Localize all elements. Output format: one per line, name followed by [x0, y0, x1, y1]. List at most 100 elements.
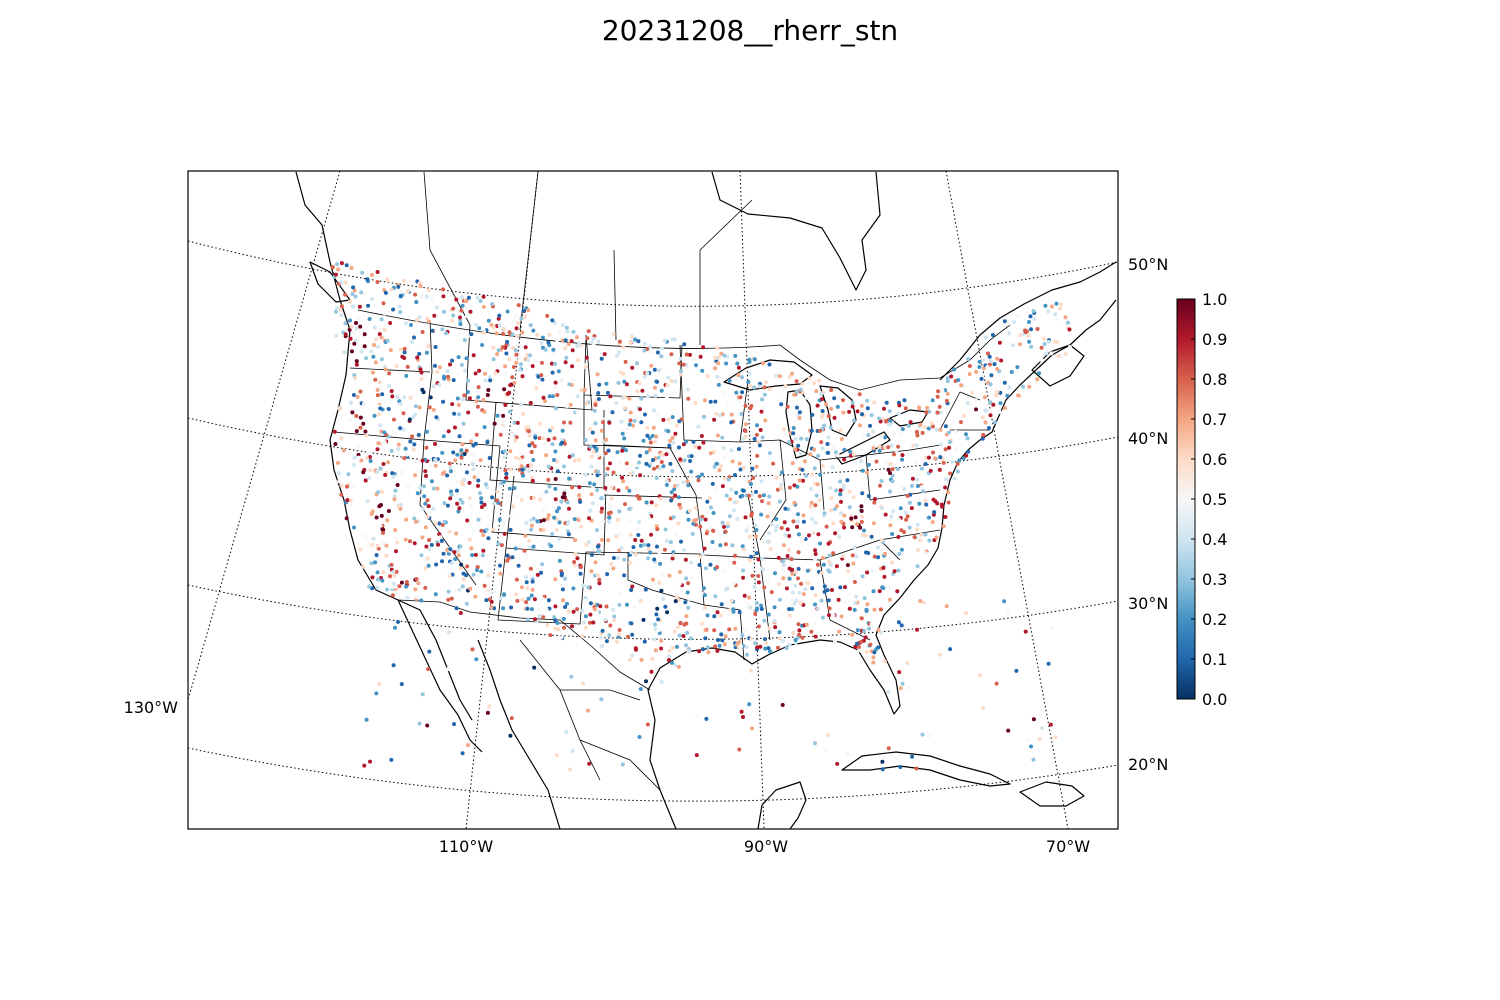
station-point — [633, 646, 638, 651]
station-point — [810, 412, 815, 417]
station-point — [855, 628, 860, 633]
station-point — [659, 638, 664, 643]
station-point — [686, 605, 691, 610]
station-point — [664, 539, 669, 543]
station-point — [589, 552, 594, 557]
station-point — [769, 522, 774, 527]
station-point — [703, 517, 708, 522]
station-point — [441, 434, 446, 439]
station-point — [418, 284, 423, 289]
station-point — [624, 448, 628, 453]
station-point — [832, 415, 837, 420]
station-point — [750, 492, 755, 497]
station-point — [376, 577, 381, 582]
station-point — [448, 496, 453, 501]
station-point — [678, 356, 683, 361]
station-point — [386, 407, 391, 411]
station-point — [871, 521, 876, 526]
station-point — [655, 379, 660, 384]
station-point — [474, 322, 479, 327]
station-point — [866, 494, 871, 498]
station-point — [471, 353, 476, 358]
station-point — [523, 553, 528, 558]
station-point — [628, 410, 633, 415]
station-point — [635, 389, 640, 394]
station-point — [872, 554, 877, 559]
station-point — [465, 390, 470, 394]
station-point — [819, 440, 824, 445]
station-point — [471, 467, 476, 472]
station-point — [908, 420, 913, 425]
station-point — [679, 539, 683, 544]
station-point — [419, 370, 424, 375]
station-point — [759, 603, 764, 608]
station-point — [736, 373, 741, 378]
station-point — [927, 515, 932, 520]
station-point — [575, 394, 580, 399]
station-point — [475, 568, 479, 573]
station-point — [915, 564, 920, 569]
station-point — [566, 479, 571, 484]
station-point — [577, 457, 582, 462]
station-point — [526, 308, 531, 313]
station-point — [552, 385, 557, 390]
station-point — [832, 396, 837, 401]
station-point — [579, 524, 583, 529]
station-point — [662, 338, 667, 343]
station-point — [505, 309, 510, 314]
station-point — [478, 458, 483, 463]
station-point — [874, 647, 879, 652]
station-point — [808, 487, 813, 491]
station-point — [438, 535, 443, 540]
station-point — [943, 480, 948, 485]
station-point — [387, 383, 392, 388]
station-point — [595, 453, 600, 458]
station-point — [402, 456, 407, 461]
station-point — [797, 590, 802, 595]
colorbar-tick-label: 0.8 — [1202, 370, 1227, 389]
station-point — [656, 617, 661, 622]
station-point — [965, 400, 970, 405]
station-point — [459, 362, 464, 367]
station-point — [980, 436, 985, 441]
lat-label-30: 30°N — [1128, 594, 1168, 613]
station-point — [592, 482, 597, 487]
station-point — [433, 463, 438, 468]
station-point — [703, 636, 708, 641]
station-point — [1006, 728, 1011, 733]
station-point — [827, 606, 832, 611]
station-point — [392, 494, 397, 499]
station-point — [399, 682, 404, 687]
station-point — [1002, 319, 1007, 324]
station-point — [503, 371, 508, 376]
station-point — [866, 551, 871, 555]
station-point — [467, 496, 472, 501]
station-point — [433, 592, 438, 597]
station-point — [1056, 354, 1061, 359]
station-point — [727, 378, 732, 383]
station-point — [553, 604, 558, 609]
station-point — [751, 475, 756, 480]
station-point — [420, 458, 425, 463]
station-point — [414, 595, 419, 599]
station-point — [398, 426, 403, 431]
station-point — [878, 419, 883, 424]
station-point — [572, 563, 577, 568]
station-point — [897, 411, 901, 416]
colorbar-tick-label: 0.7 — [1202, 410, 1227, 429]
station-point — [869, 622, 874, 627]
station-point — [883, 551, 888, 556]
station-point — [854, 554, 859, 559]
station-point — [462, 393, 467, 398]
station-point — [486, 536, 491, 541]
station-point — [396, 447, 400, 451]
station-point — [851, 561, 856, 566]
station-point — [487, 456, 492, 460]
station-point — [644, 450, 649, 455]
station-point — [670, 435, 675, 440]
station-point — [676, 598, 681, 603]
station-point — [774, 475, 779, 480]
station-point — [966, 357, 971, 362]
station-point — [457, 587, 462, 592]
station-point — [364, 356, 369, 361]
